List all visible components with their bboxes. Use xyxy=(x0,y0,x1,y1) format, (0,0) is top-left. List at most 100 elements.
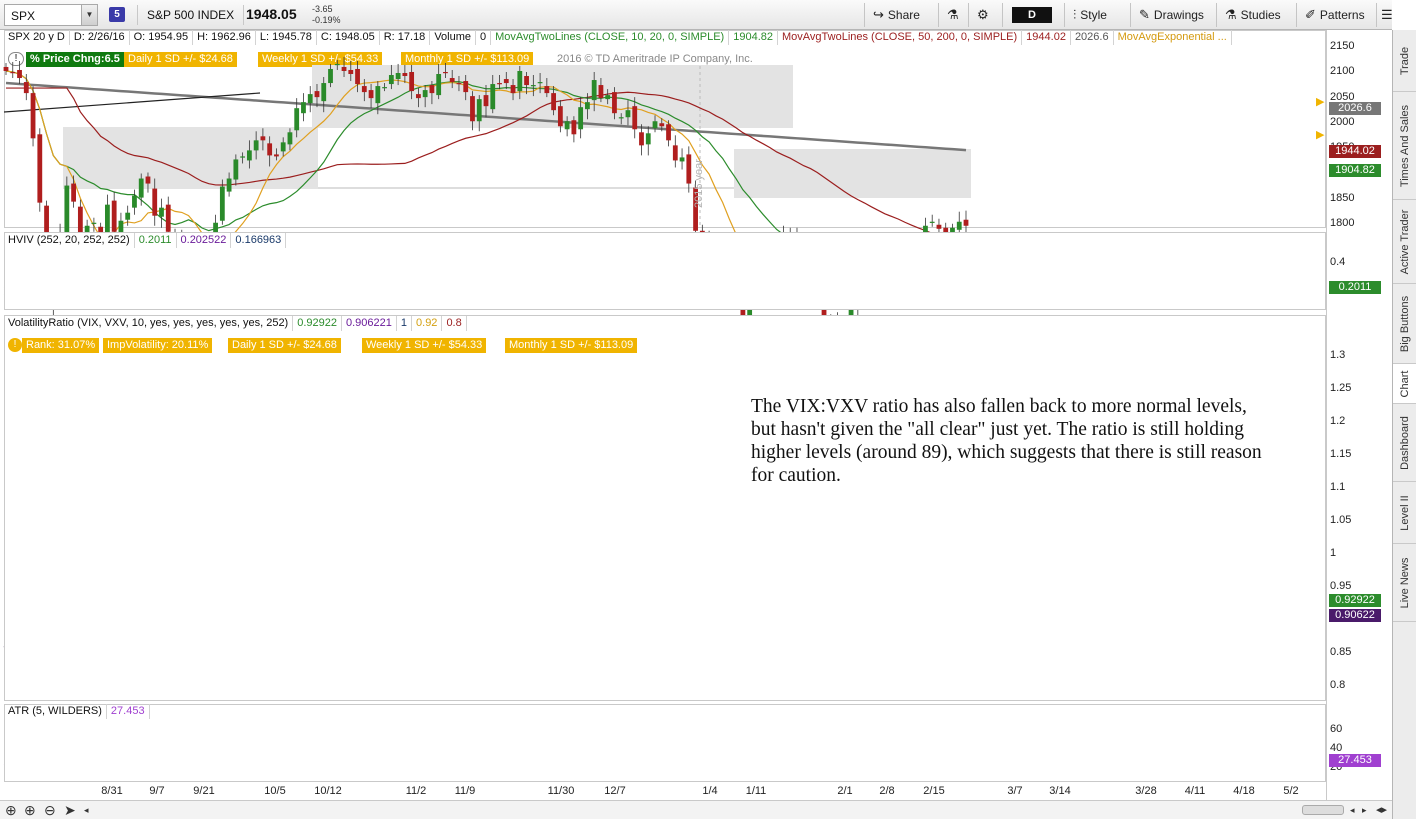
price-tick: 2000 xyxy=(1330,115,1355,128)
price-tick: 2100 xyxy=(1330,65,1355,78)
date-tick: 1/11 xyxy=(745,785,767,797)
scroll-left-icon[interactable]: ◂ xyxy=(84,805,89,815)
share-button[interactable]: ↪ Share xyxy=(864,3,938,27)
side-tab-chart[interactable]: Chart xyxy=(1393,364,1416,404)
hviv-value-2: 0.202522 xyxy=(177,233,232,248)
side-tab-dashboard[interactable]: Dashboard xyxy=(1393,404,1416,482)
weekly-sd-bubble-2: Weekly 1 SD +/- $54.33 xyxy=(362,338,487,353)
ratio-purple-tag: 0.90622 xyxy=(1329,609,1381,622)
volratio-value-4: 0.92 xyxy=(412,316,443,331)
link-group-badge[interactable]: 5 xyxy=(109,7,125,22)
side-tab-trade[interactable]: Trade xyxy=(1393,30,1416,92)
rank-bubble: Rank: 31.07% xyxy=(22,338,100,353)
volratio-value-5: 0.8 xyxy=(442,316,467,331)
style-button[interactable]: ⫶ Style xyxy=(1064,3,1126,27)
settings-button[interactable]: ⚙ xyxy=(968,3,1002,27)
date-tick: 9/21 xyxy=(193,785,215,797)
zoom-in-icon[interactable]: ⊕ xyxy=(24,802,36,818)
patterns-button[interactable]: ✐ Patterns xyxy=(1296,3,1376,27)
side-tab-live-news[interactable]: Live News xyxy=(1393,544,1416,622)
daily-sd-bubble-2: Daily 1 SD +/- $24.68 xyxy=(228,338,341,353)
volatility-ratio-panel[interactable] xyxy=(4,315,1326,701)
timeframe-button[interactable]: D xyxy=(1012,7,1052,23)
share-icon: ↪ xyxy=(873,7,884,22)
side-tab-label: Active Trader xyxy=(1398,209,1411,274)
symbol-input[interactable]: SPX ▼ xyxy=(4,4,98,26)
hviv-panel[interactable] xyxy=(4,232,1326,310)
quote-line: SPX 20 y D D: 2/26/16 O: 1954.95 H: 1962.96… xyxy=(4,30,1232,45)
ma3-label[interactable]: MovAvgExponential ... xyxy=(1114,30,1232,45)
pattern-icon: ✐ xyxy=(1305,7,1316,22)
volratio-header: VolatilityRatio (VIX, VXV, 10, yes, yes,… xyxy=(4,316,467,331)
price-axis[interactable] xyxy=(1326,30,1392,802)
alert-marker-icon: ▶ xyxy=(1316,96,1325,108)
info-icon[interactable]: ! xyxy=(8,52,24,66)
menu-button[interactable]: ☰ xyxy=(1376,3,1393,27)
side-tab-active-trader[interactable]: Active Trader xyxy=(1393,200,1416,284)
side-tab-label: Times And Sales xyxy=(1398,104,1411,187)
drawings-button[interactable]: ✎ Drawings xyxy=(1130,3,1212,27)
hviv-label[interactable]: HVIV (252, 20, 252, 252) xyxy=(4,233,135,248)
ratio-tick: 0.8 xyxy=(1330,679,1346,691)
percent-change: -0.19% xyxy=(312,15,341,25)
hviv-header: HVIV (252, 20, 252, 252) 0.2011 0.202522 0.… xyxy=(4,233,287,248)
weekly-sd-bubble: Weekly 1 SD +/- $54.33 xyxy=(258,52,383,67)
ratio-tick: 1.05 xyxy=(1330,514,1352,526)
date-tick: 2/8 xyxy=(879,785,895,797)
date-tick: 10/5 xyxy=(264,785,286,797)
copyright-text: 2016 © TD Ameritrade IP Company, Inc. xyxy=(557,53,753,65)
ma1-label[interactable]: MovAvgTwoLines (CLOSE, 10, 20, 0, SIMPLE… xyxy=(491,30,730,45)
side-tab-times-and-sales[interactable]: Times And Sales xyxy=(1393,92,1416,200)
volume-value: 0 xyxy=(476,30,492,45)
price-change-bubble: % Price Chng:6.5 xyxy=(26,52,124,67)
atr-tick: 40 xyxy=(1330,742,1343,754)
studies-button[interactable]: ⚗ Studies xyxy=(1216,3,1292,27)
zoom-out-icon[interactable]: ⊖ xyxy=(44,802,56,818)
atr-label[interactable]: ATR (5, WILDERS) xyxy=(4,704,107,719)
date-axis[interactable]: 8/31 9/7 9/21 10/5 10/12 11/2 11/9 11/30 12/7 1/4… xyxy=(4,782,1326,800)
alert-icon[interactable]: ! xyxy=(8,338,22,352)
expand-icon[interactable]: ◂▸ xyxy=(1376,804,1388,816)
scroll-prev-icon[interactable]: ◂ xyxy=(1350,805,1355,815)
atr-tick: 60 xyxy=(1330,723,1343,735)
volratio-value-2: 0.906221 xyxy=(342,316,397,331)
side-tab-level-ii[interactable]: Level II xyxy=(1393,482,1416,544)
date-tick: 10/12 xyxy=(314,785,342,797)
date-tick: 12/7 xyxy=(604,785,626,797)
ratio-tick: 1.3 xyxy=(1330,349,1346,361)
hviv-price-tag: 0.2011 xyxy=(1329,281,1381,294)
ratio-tick: 1.15 xyxy=(1330,448,1352,460)
volume-label: Volume xyxy=(430,30,477,45)
scrollbar-thumb[interactable] xyxy=(1302,805,1344,815)
menu-icon: ☰ xyxy=(1381,7,1393,22)
instrument-name: S&P 500 INDEX xyxy=(137,5,245,25)
net-change: -3.65 xyxy=(312,4,333,14)
chart-period: SPX 20 y D xyxy=(4,30,70,45)
pencil-icon: ✎ xyxy=(1139,7,1150,22)
volratio-label[interactable]: VolatilityRatio (VIX, VXV, 10, yes, yes,… xyxy=(4,316,294,331)
chevron-down-icon[interactable]: ▼ xyxy=(81,5,97,25)
crosshair-icon[interactable]: ⊕ xyxy=(5,802,17,818)
patterns-label: Patterns xyxy=(1319,8,1365,22)
side-tab-label: Level II xyxy=(1398,494,1411,531)
annotation-note[interactable]: The VIX:VXV ratio has also fallen back t… xyxy=(751,396,1262,486)
price-tick: 1800 xyxy=(1330,217,1355,230)
pointer-icon[interactable]: ➤ xyxy=(64,802,76,818)
ratio-tick: 1.25 xyxy=(1330,382,1352,394)
flask-icon: ⚗ xyxy=(947,7,959,22)
quote-high: H: 1962.96 xyxy=(193,30,256,45)
quote-date: D: 2/26/16 xyxy=(70,30,130,45)
beaker-icon: ⚗ xyxy=(1225,7,1237,22)
flask-button[interactable]: ⚗ xyxy=(938,3,968,27)
volratio-value-1: 0.92922 xyxy=(293,316,342,331)
timeframe-container xyxy=(1002,3,1064,27)
side-tab-big-buttons[interactable]: Big Buttons xyxy=(1393,284,1416,364)
price-tick: 2050 xyxy=(1330,90,1355,103)
style-label: Style xyxy=(1080,8,1107,22)
atr-panel[interactable] xyxy=(4,704,1326,782)
scroll-next-icon[interactable]: ▸ xyxy=(1362,805,1367,815)
date-tick: 3/28 xyxy=(1135,785,1157,797)
monthly-sd-bubble-2: Monthly 1 SD +/- $113.09 xyxy=(505,338,638,353)
top-toolbar: SPX ▼ 5 S&P 500 INDEX 1948.05 -3.65 -0.1… xyxy=(0,0,1393,30)
ma2-label[interactable]: MovAvgTwoLines (CLOSE, 50, 200, 0, SIMPL… xyxy=(778,30,1023,45)
